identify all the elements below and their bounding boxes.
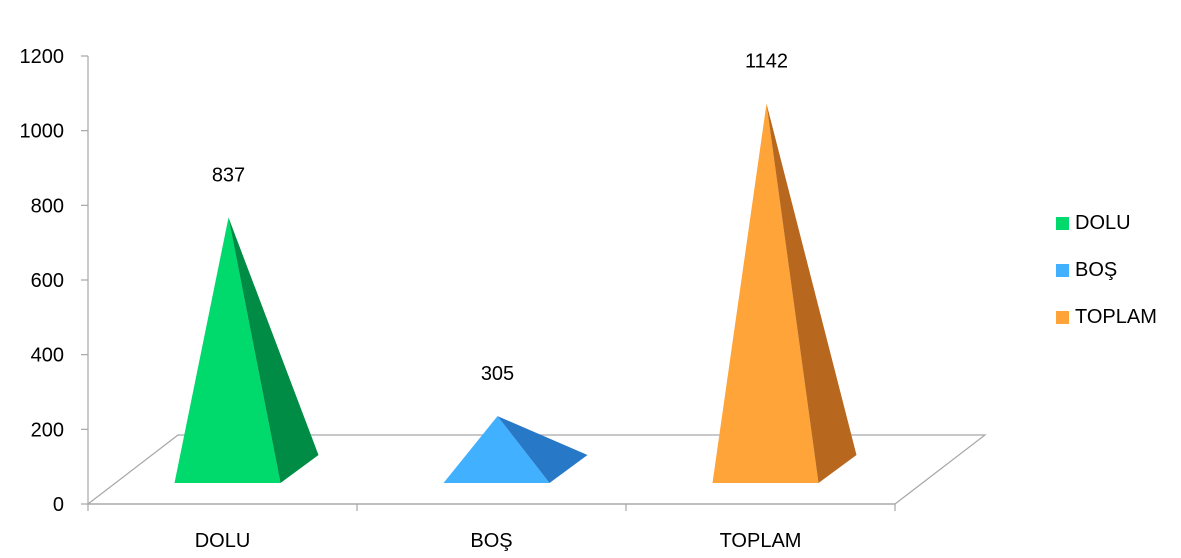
- y-tick-label: 400: [31, 345, 64, 367]
- y-tick-label: 600: [31, 270, 64, 292]
- x-tick-label-bos: BOŞ: [470, 530, 512, 552]
- legend-label-bos: BOŞ: [1075, 259, 1118, 281]
- legend: DOLU BOŞ TOPLAM: [1056, 200, 1157, 341]
- data-label-dolu: 837: [212, 165, 245, 187]
- legend-item-bos: BOŞ: [1056, 247, 1157, 294]
- chart-floor: [86, 434, 987, 505]
- legend-item-dolu: DOLU: [1056, 200, 1157, 247]
- floor-outline: [86, 434, 987, 505]
- pyramid-side-toplam: [766, 103, 857, 484]
- data-label-toplam: 1142: [745, 51, 788, 73]
- legend-swatch-toplam: [1056, 311, 1069, 324]
- y-tick-label: 0: [53, 494, 64, 516]
- legend-swatch-bos: [1056, 264, 1069, 277]
- legend-item-toplam: TOPLAM: [1056, 294, 1157, 341]
- y-tick-label: 1200: [20, 46, 65, 68]
- y-tick-label: 200: [31, 419, 64, 441]
- x-tick-label-dolu: DOLU: [195, 530, 251, 552]
- y-tick-label: 1000: [20, 121, 65, 143]
- pyramid-front-toplam: [712, 103, 819, 484]
- chart-labels: 0 200 400 600 800 1000 1200 837 DOLU 305 BOŞ 1142 TO…: [20, 46, 802, 552]
- pyramid-side-bos: [497, 416, 588, 483]
- legend-label-dolu: DOLU: [1075, 212, 1131, 234]
- pyramid-front-bos: [443, 416, 550, 483]
- pyramid-front-dolu: [174, 217, 281, 483]
- x-tick-label-toplam: TOPLAM: [720, 530, 802, 552]
- y-tick-label: 800: [31, 195, 64, 217]
- data-label-bos: 305: [481, 363, 514, 385]
- pyramid-side-dolu: [228, 217, 319, 483]
- legend-swatch-dolu: [1056, 217, 1069, 230]
- chart-marks: [174, 103, 857, 484]
- legend-label-toplam: TOPLAM: [1075, 306, 1157, 328]
